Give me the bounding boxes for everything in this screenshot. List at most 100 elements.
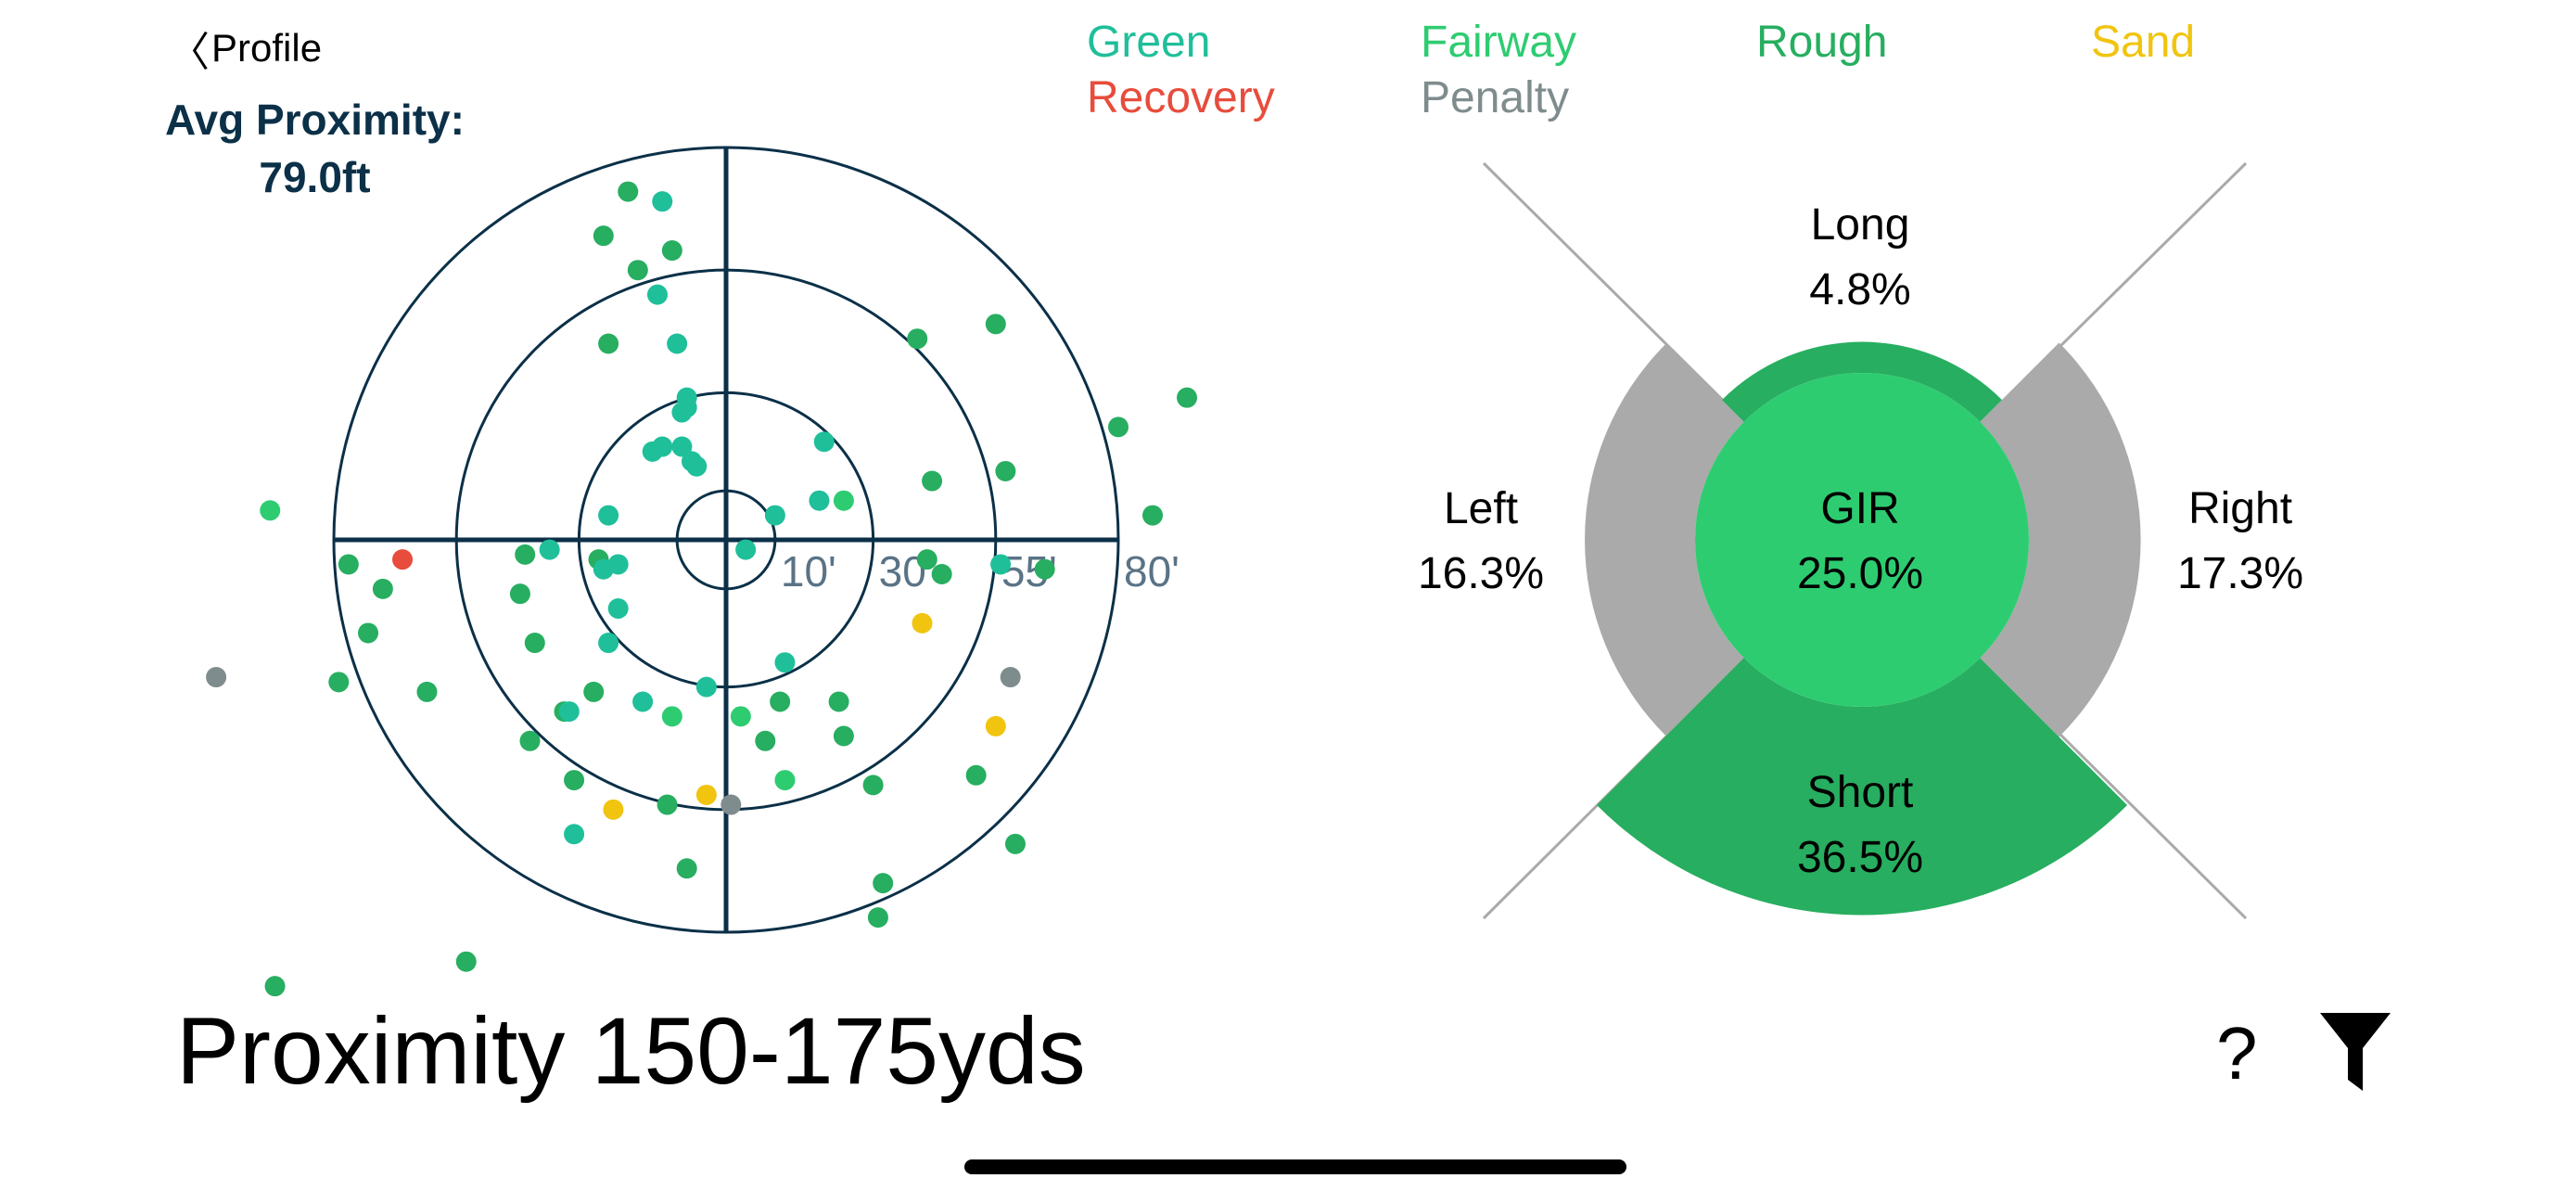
miss-left-label: Left xyxy=(1444,484,1518,533)
home-indicator xyxy=(964,1159,1626,1174)
miss-long-wedge xyxy=(1722,341,2002,422)
help-button[interactable]: ? xyxy=(2216,1012,2258,1095)
shot-point xyxy=(774,652,796,673)
back-label: Profile xyxy=(211,26,323,70)
avg-proximity: Avg Proximity: 79.0ft xyxy=(165,91,465,206)
shot-point xyxy=(813,431,835,453)
shot-point xyxy=(867,907,888,928)
shot-point xyxy=(1004,833,1026,854)
legend-rough: Rough xyxy=(1756,18,1888,67)
miss-left-wedge xyxy=(1585,343,1744,736)
shot-point xyxy=(774,770,796,791)
shot-point xyxy=(873,873,894,894)
shot-point xyxy=(907,328,928,350)
shot-point xyxy=(509,583,530,605)
shot-point xyxy=(1177,387,1198,408)
shot-point xyxy=(671,402,693,423)
miss-right-value: 17.3% xyxy=(2177,549,2303,598)
shot-point xyxy=(593,558,614,580)
shot-point xyxy=(862,775,884,796)
shot-point xyxy=(1108,416,1129,438)
shot-point xyxy=(524,633,545,654)
gir-label: GIR xyxy=(1820,484,1899,533)
proximity-target-chart: 10' 30' 55' 80' xyxy=(206,146,1198,997)
back-button[interactable]: 〈 Profile xyxy=(169,19,322,78)
shot-point xyxy=(1034,558,1055,580)
shot-point xyxy=(558,701,580,723)
shot-point xyxy=(583,681,605,702)
shot-point xyxy=(755,730,776,751)
shot-point xyxy=(985,715,1006,736)
legend-green: Green xyxy=(1087,18,1211,67)
shot-point xyxy=(607,598,629,620)
shot-point xyxy=(372,578,393,599)
shot-point xyxy=(328,672,350,693)
shot-point xyxy=(695,676,717,698)
miss-direction-chart: Long 4.8% Left 16.3% Right 17.3% GIR 25.… xyxy=(1418,161,2303,920)
legend-sand: Sand xyxy=(2091,18,2196,67)
shot-point xyxy=(990,554,1012,575)
shot-point xyxy=(392,549,414,570)
shot-point xyxy=(598,333,619,354)
avg-proximity-label: Avg Proximity: xyxy=(165,96,465,144)
page-title: Proximity 150-175yds xyxy=(176,998,1086,1104)
target-ring-label-80: 80' xyxy=(1124,547,1180,596)
shot-point xyxy=(206,667,227,688)
shot-point xyxy=(564,770,585,791)
shot-point xyxy=(416,681,438,702)
shot-point xyxy=(1142,505,1164,526)
filter-icon[interactable] xyxy=(2318,1011,2392,1095)
legend-penalty: Penalty xyxy=(1421,73,1570,122)
gir-circle xyxy=(1695,373,2029,707)
shot-point xyxy=(833,725,854,747)
shot-point xyxy=(564,824,585,845)
shot-point xyxy=(642,441,663,462)
miss-left-value: 16.3% xyxy=(1418,549,1544,598)
miss-right-label: Right xyxy=(2188,484,2292,533)
shot-point xyxy=(519,730,541,751)
shot-point xyxy=(931,564,952,585)
shot-point xyxy=(721,794,742,815)
miss-long-label: Long xyxy=(1811,200,1910,250)
shot-point xyxy=(809,490,830,511)
shot-point xyxy=(539,539,560,560)
shot-point xyxy=(770,691,791,712)
target-ring-label-10: 10' xyxy=(781,547,836,596)
shot-point xyxy=(264,976,286,997)
shot-point xyxy=(455,951,477,972)
shot-point xyxy=(652,191,673,212)
shot-point xyxy=(603,799,624,820)
shot-point xyxy=(338,554,359,575)
shot-point xyxy=(730,706,751,727)
miss-long-value: 4.8% xyxy=(1809,265,1910,314)
miss-short-value: 36.5% xyxy=(1797,833,1923,882)
shot-point xyxy=(646,284,668,305)
shot-point xyxy=(916,549,937,570)
shot-point xyxy=(995,460,1016,481)
shot-point xyxy=(515,544,536,565)
shot-point xyxy=(676,858,697,879)
shot-point xyxy=(661,240,682,262)
shot-point xyxy=(618,181,639,202)
shot-point xyxy=(657,794,678,815)
shot-point xyxy=(598,505,619,526)
shot-point xyxy=(965,764,987,786)
shot-point xyxy=(671,436,693,457)
shot-point xyxy=(632,691,654,712)
miss-right-wedge xyxy=(1980,342,2141,737)
gir-value: 25.0% xyxy=(1797,549,1923,598)
shot-point xyxy=(358,622,379,644)
shot-point xyxy=(260,500,281,521)
shot-point xyxy=(735,539,757,560)
miss-short-label: Short xyxy=(1807,768,1914,817)
legend-fairway: Fairway xyxy=(1421,18,1577,67)
miss-short-wedge xyxy=(1596,658,2128,916)
shot-point xyxy=(764,505,785,526)
shot-point xyxy=(1000,667,1021,688)
shot-point xyxy=(912,612,933,634)
shot-point xyxy=(695,784,717,805)
shot-point xyxy=(985,314,1006,335)
shot-point xyxy=(828,691,849,712)
shot-point xyxy=(598,633,619,654)
shot-point xyxy=(922,470,943,492)
